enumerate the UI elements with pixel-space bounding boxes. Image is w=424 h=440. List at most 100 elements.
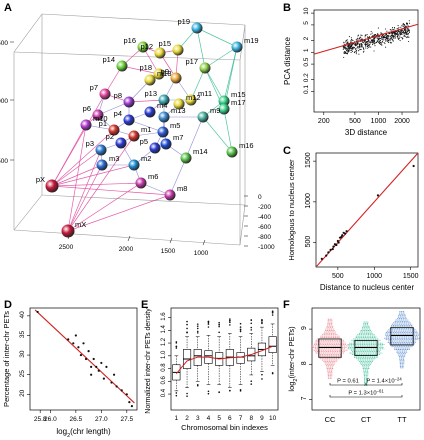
data-point (350, 38, 352, 40)
data-point (347, 48, 349, 50)
x-axis-label: 3D distance (345, 128, 388, 137)
outlier (239, 330, 242, 333)
data-point (401, 38, 403, 40)
data-point (367, 36, 369, 38)
data-point (408, 36, 410, 38)
z-tick-label: 1500 (0, 40, 8, 47)
data-point (358, 46, 360, 48)
box-edge (13, 229, 241, 246)
data-point (82, 342, 85, 345)
plot-frame (311, 307, 421, 411)
data-point (350, 45, 352, 47)
data-point (366, 47, 368, 49)
data-point (398, 34, 400, 36)
data-point (388, 39, 390, 42)
data-point (386, 35, 388, 37)
data-point (350, 40, 352, 42)
data-point (387, 41, 389, 43)
node-p19 (191, 22, 203, 34)
data-point (341, 234, 344, 237)
data-point (391, 42, 393, 44)
outlier (250, 322, 253, 325)
data-point (360, 36, 362, 38)
data-point (352, 39, 354, 41)
data-point (406, 31, 408, 34)
data-point (368, 41, 370, 43)
node-label-m11: m11 (198, 89, 212, 98)
x-axis-label: log2(chr length) (56, 427, 111, 439)
data-point (398, 26, 400, 28)
data-point (399, 33, 401, 35)
data-point (373, 42, 375, 44)
data-point (375, 42, 377, 44)
data-point (351, 44, 353, 46)
data-point (358, 47, 360, 49)
data-point (399, 30, 401, 33)
data-point (374, 38, 376, 40)
data-point (371, 41, 373, 43)
y-tick-label: 1000 (305, 193, 312, 209)
data-point (329, 248, 332, 251)
plot-frame (170, 307, 279, 411)
outlier (239, 390, 242, 392)
node-p9 (170, 72, 182, 84)
data-point (355, 51, 357, 53)
data-point (384, 35, 386, 37)
outlier (261, 373, 263, 376)
y-tick-label: -200 (258, 204, 271, 211)
node-p17 (199, 62, 211, 74)
data-point (370, 30, 372, 33)
data-point (363, 40, 365, 42)
data-point (406, 24, 408, 26)
data-point (363, 48, 365, 51)
data-point (404, 36, 406, 38)
data-point (377, 33, 379, 35)
x-tick-label: 25.8 (34, 416, 47, 423)
data-point (366, 44, 368, 46)
data-point (399, 32, 401, 34)
data-point (353, 52, 355, 54)
paternal-link (67, 124, 87, 232)
node-p14 (116, 60, 128, 72)
data-point (397, 36, 399, 38)
data-point (403, 28, 405, 30)
data-point (367, 44, 369, 46)
data-point (351, 39, 353, 41)
data-point (360, 43, 362, 45)
data-point (357, 34, 359, 36)
data-point (361, 35, 363, 37)
data-point (379, 38, 381, 40)
x-tick-label: 1500 (161, 248, 176, 255)
outlier (175, 342, 178, 344)
data-point (354, 51, 356, 53)
x-tick-label: 27.5 (120, 416, 133, 423)
data-point (347, 41, 349, 43)
data-point (380, 32, 382, 34)
mean-trend-line (175, 345, 273, 374)
data-point (400, 36, 402, 38)
data-point (401, 25, 403, 27)
inner-link (169, 157, 187, 196)
y-tick-label: 1.6 (161, 312, 167, 321)
paternal-link (67, 194, 171, 232)
data-point (391, 35, 393, 37)
data-point (405, 25, 407, 27)
data-point (344, 46, 346, 48)
data-point (369, 43, 371, 45)
paternal-link (67, 135, 135, 232)
data-point (345, 42, 347, 44)
data-point (363, 42, 365, 44)
data-point (356, 37, 358, 39)
outlier (175, 392, 178, 394)
data-point (344, 232, 347, 235)
data-point (406, 33, 408, 35)
data-point (403, 32, 405, 34)
outlier (261, 318, 263, 321)
panel-label-c: C (283, 145, 291, 157)
box-edge (41, 13, 246, 26)
z-tick-label: 500 (0, 158, 8, 165)
outlier (218, 325, 220, 328)
y-tick-label: 30 (19, 350, 26, 358)
data-point (373, 40, 375, 42)
data-point (358, 53, 360, 55)
